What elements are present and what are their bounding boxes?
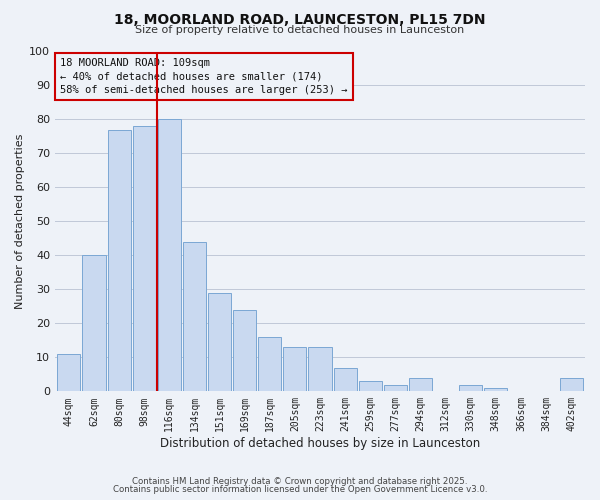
Bar bbox=[560, 378, 583, 392]
Bar bbox=[233, 310, 256, 392]
Text: Size of property relative to detached houses in Launceston: Size of property relative to detached ho… bbox=[136, 25, 464, 35]
Bar bbox=[459, 384, 482, 392]
Bar bbox=[359, 381, 382, 392]
Bar bbox=[384, 384, 407, 392]
Text: 18, MOORLAND ROAD, LAUNCESTON, PL15 7DN: 18, MOORLAND ROAD, LAUNCESTON, PL15 7DN bbox=[114, 12, 486, 26]
Bar bbox=[484, 388, 508, 392]
Bar bbox=[308, 347, 332, 392]
Bar bbox=[334, 368, 356, 392]
Bar bbox=[409, 378, 432, 392]
Text: Contains HM Land Registry data © Crown copyright and database right 2025.: Contains HM Land Registry data © Crown c… bbox=[132, 477, 468, 486]
Bar bbox=[57, 354, 80, 392]
Y-axis label: Number of detached properties: Number of detached properties bbox=[15, 134, 25, 309]
Text: Contains public sector information licensed under the Open Government Licence v3: Contains public sector information licen… bbox=[113, 485, 487, 494]
Bar bbox=[133, 126, 156, 392]
Bar bbox=[107, 130, 131, 392]
Bar bbox=[283, 347, 307, 392]
Bar bbox=[183, 242, 206, 392]
Bar bbox=[258, 337, 281, 392]
Bar bbox=[82, 256, 106, 392]
Text: 18 MOORLAND ROAD: 109sqm
← 40% of detached houses are smaller (174)
58% of semi-: 18 MOORLAND ROAD: 109sqm ← 40% of detach… bbox=[61, 58, 348, 94]
X-axis label: Distribution of detached houses by size in Launceston: Distribution of detached houses by size … bbox=[160, 437, 480, 450]
Bar bbox=[158, 120, 181, 392]
Bar bbox=[208, 293, 231, 392]
